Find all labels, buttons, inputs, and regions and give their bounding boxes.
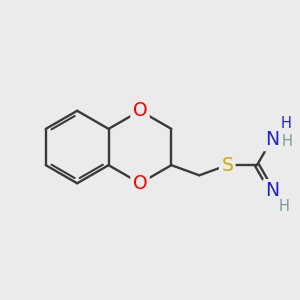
Text: O: O	[133, 174, 147, 193]
Text: N: N	[265, 182, 279, 200]
Text: H: H	[280, 116, 291, 131]
Text: H: H	[281, 134, 292, 149]
Text: O: O	[133, 101, 147, 120]
Text: N: N	[265, 130, 279, 149]
Text: H: H	[278, 199, 289, 214]
Text: S: S	[221, 156, 233, 175]
